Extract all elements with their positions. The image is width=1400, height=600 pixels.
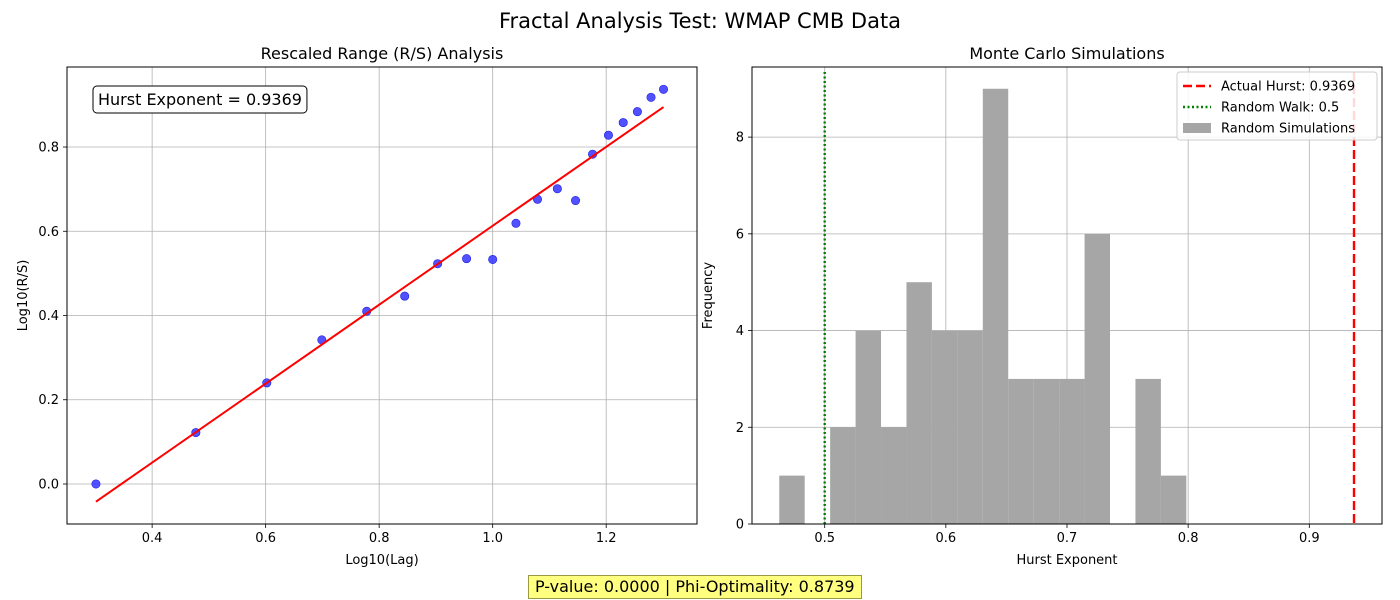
legend-label: Actual Hurst: 0.9369 bbox=[1221, 80, 1355, 95]
legend-label: Random Walk: 0.5 bbox=[1221, 101, 1339, 116]
rs-data-point bbox=[552, 184, 562, 194]
x-tick-label: 0.8 bbox=[1178, 531, 1199, 546]
axes-frame bbox=[751, 66, 1383, 525]
y-tick-label: 8 bbox=[736, 131, 744, 146]
monte-carlo-panel: 0.5 0.6 0.7 0.8 0.9 0 2 4 6 8 Monte Carlo Simulati… bbox=[701, 44, 1383, 568]
legend-label: Random Simulations bbox=[1221, 122, 1355, 137]
histogram-bar bbox=[982, 88, 1009, 524]
y-tick-label: 6 bbox=[736, 227, 744, 242]
x-tick-label: 0.5 bbox=[814, 531, 835, 546]
y-tick-label: 4 bbox=[736, 324, 744, 339]
hurst-annotation: Hurst Exponent = 0.9369 bbox=[92, 85, 308, 114]
legend: Actual Hurst: 0.9369 Random Walk: 0.5 Rand… bbox=[1176, 71, 1378, 141]
y-tick-label: 0.6 bbox=[38, 225, 59, 240]
histogram-bar bbox=[1059, 378, 1085, 524]
figure-canvas: Fractal Analysis Test: WMAP CMB Data 0.4… bbox=[16, 9, 1383, 568]
histogram-bar bbox=[906, 282, 932, 524]
histogram-bar bbox=[779, 475, 805, 524]
y-tick-label: 0.0 bbox=[38, 477, 59, 492]
rs-analysis-panel: 0.4 0.6 0.8 1.0 1.2 0.0 0.2 0.4 0.6 0.8 Rescaled R… bbox=[16, 44, 698, 568]
rs-data-point bbox=[488, 254, 498, 264]
histogram-bar bbox=[1084, 233, 1111, 525]
rs-data-point bbox=[511, 218, 521, 228]
legend-patch-random-simulations bbox=[1183, 123, 1211, 133]
linear-fit-line bbox=[95, 106, 665, 503]
histogram-bar bbox=[1160, 475, 1187, 524]
hurst-annotation-text: Hurst Exponent = 0.9369 bbox=[98, 90, 302, 109]
histogram-bar bbox=[1135, 378, 1161, 524]
y-tick-label: 0.2 bbox=[38, 393, 59, 408]
y-axis-label: Log10(R/S) bbox=[16, 260, 31, 332]
y-tick-label: 0.4 bbox=[38, 309, 59, 324]
rs-data-point bbox=[632, 107, 642, 117]
histogram-bar bbox=[957, 330, 983, 524]
legend-box bbox=[1176, 71, 1378, 141]
axes-title: Rescaled Range (R/S) Analysis bbox=[261, 44, 504, 63]
x-tick-label: 1.0 bbox=[482, 531, 503, 546]
rs-data-point bbox=[603, 130, 613, 140]
rs-data-point bbox=[646, 92, 656, 102]
x-tick-label: 0.7 bbox=[1057, 531, 1078, 546]
axes-title: Monte Carlo Simulations bbox=[969, 44, 1164, 63]
x-axis-label: Log10(Lag) bbox=[345, 553, 418, 568]
y-tick-label: 2 bbox=[736, 421, 744, 436]
y-tick-label: 0.8 bbox=[38, 141, 59, 156]
rs-data-point bbox=[400, 291, 410, 301]
figure-title: Fractal Analysis Test: WMAP CMB Data bbox=[499, 9, 901, 33]
footer-stats-text: P-value: 0.0000 | Phi-Optimality: 0.8739 bbox=[535, 577, 855, 596]
rs-data-point bbox=[659, 84, 669, 94]
y-axis-label: Frequency bbox=[701, 262, 716, 329]
histogram-bar bbox=[830, 427, 856, 524]
x-tick-label: 1.2 bbox=[596, 531, 617, 546]
rs-data-point bbox=[91, 479, 101, 489]
hurst-annotation-box bbox=[92, 85, 308, 114]
x-tick-label: 0.8 bbox=[369, 531, 390, 546]
y-tick-label: 0 bbox=[736, 518, 744, 533]
histogram-bar bbox=[1008, 378, 1034, 524]
histogram-bar bbox=[931, 330, 958, 524]
x-axis-label: Hurst Exponent bbox=[1016, 553, 1117, 568]
footer-stats-box: P-value: 0.0000 | Phi-Optimality: 0.8739 bbox=[528, 575, 862, 599]
rs-data-point bbox=[462, 254, 472, 264]
histogram-bar bbox=[1033, 378, 1060, 524]
rs-data-point bbox=[571, 196, 581, 206]
x-tick-label: 0.9 bbox=[1299, 531, 1320, 546]
rs-data-point bbox=[618, 118, 628, 128]
x-tick-label: 0.6 bbox=[936, 531, 957, 546]
x-tick-label: 0.4 bbox=[142, 531, 163, 546]
x-tick-label: 0.6 bbox=[255, 531, 276, 546]
histogram-bar bbox=[881, 427, 907, 524]
histogram-bar bbox=[855, 330, 882, 524]
axes-frame bbox=[66, 66, 698, 525]
